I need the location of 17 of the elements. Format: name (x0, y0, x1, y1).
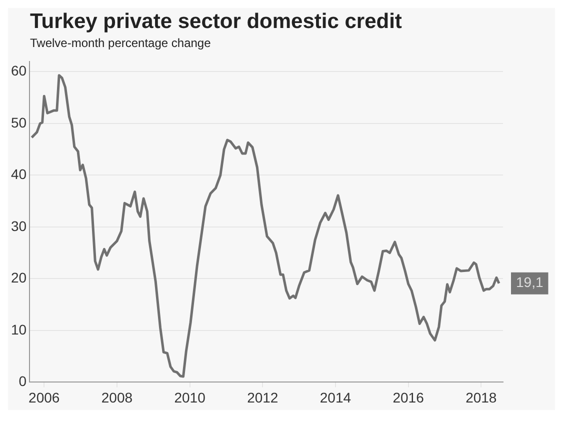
x-tick-label: 2016 (392, 389, 424, 406)
chart-subtitle: Twelve-month percentage change (29, 36, 212, 50)
y-tick-label: 40 (10, 166, 27, 182)
y-tick-label: 0 (18, 373, 27, 390)
x-tick-label: 2008 (101, 389, 133, 406)
x-tick-label: 2010 (174, 389, 206, 406)
x-tick-label: 2014 (320, 389, 352, 406)
y-tick-label: 30 (10, 218, 27, 234)
x-tick-label: 2006 (28, 389, 60, 406)
x-tick-label: 2012 (247, 389, 278, 406)
y-tick-label: 10 (10, 321, 27, 338)
chart-title: Turkey private sector domestic credit (29, 9, 403, 34)
x-tick-label: 2018 (466, 389, 497, 406)
annotation: 19,1 (516, 274, 544, 290)
y-tick-label: 60 (10, 62, 27, 79)
y-tick-label: 20 (10, 270, 27, 286)
y-tick-label: 50 (10, 114, 27, 130)
